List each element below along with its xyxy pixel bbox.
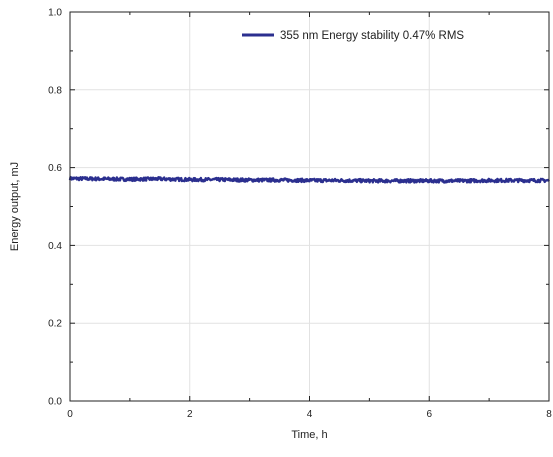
y-tick-label: 0.6 bbox=[48, 163, 62, 174]
axis-ticks bbox=[69, 11, 550, 402]
x-tick-label: 4 bbox=[307, 409, 313, 420]
y-tick-label: 0.0 bbox=[48, 397, 62, 408]
legend: 355 nm Energy stability 0.47% RMS bbox=[242, 30, 464, 42]
legend-label: 355 nm Energy stability 0.47% RMS bbox=[280, 30, 464, 42]
x-tick-label: 6 bbox=[426, 409, 432, 420]
y-tick-label: 0.8 bbox=[48, 85, 62, 96]
y-axis-title: Energy output, mJ bbox=[9, 162, 21, 251]
x-tick-label: 0 bbox=[67, 409, 73, 420]
y-tick-label: 1.0 bbox=[48, 8, 62, 19]
y-tick-label: 0.4 bbox=[48, 241, 62, 252]
x-tick-label: 8 bbox=[546, 409, 552, 420]
y-tick-label: 0.2 bbox=[48, 319, 62, 330]
axis-tick-labels: 0 2 4 6 8 0.0 0.2 0.4 0.6 0.8 1.0 bbox=[48, 8, 552, 421]
grid-lines bbox=[70, 12, 549, 401]
x-tick-label: 2 bbox=[187, 409, 193, 420]
plot-area bbox=[68, 175, 550, 184]
x-axis-title: Time, h bbox=[291, 429, 327, 441]
series-line bbox=[68, 175, 550, 184]
